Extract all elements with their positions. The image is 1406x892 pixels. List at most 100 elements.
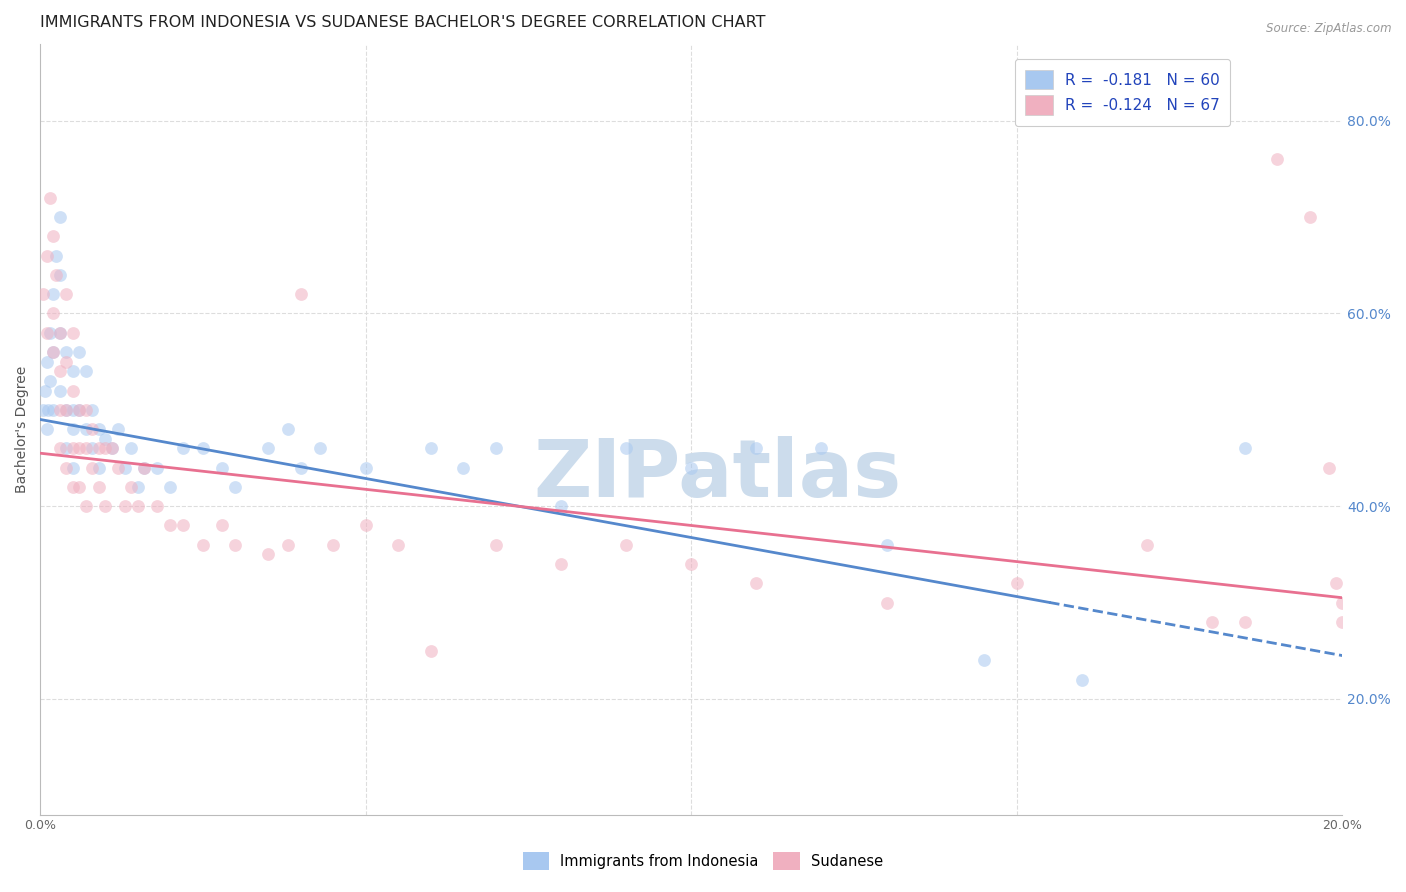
Point	[211, 518, 233, 533]
Point	[354, 518, 377, 533]
Point	[42, 345, 65, 359]
Point	[48, 364, 70, 378]
Point	[810, 442, 832, 456]
Point	[1331, 615, 1354, 629]
Point	[120, 442, 142, 456]
Point	[134, 460, 156, 475]
Point	[48, 402, 70, 417]
Point	[42, 229, 65, 244]
Point	[550, 499, 572, 513]
Point	[42, 287, 65, 301]
Point	[38, 191, 60, 205]
Point	[1324, 576, 1347, 591]
Point	[146, 460, 169, 475]
Point	[107, 422, 129, 436]
Point	[42, 345, 65, 359]
Point	[419, 644, 441, 658]
Point	[134, 460, 156, 475]
Point	[48, 268, 70, 282]
Point	[354, 460, 377, 475]
Point	[876, 596, 898, 610]
Point	[1005, 576, 1028, 591]
Point	[67, 402, 90, 417]
Point	[42, 306, 65, 320]
Point	[55, 402, 77, 417]
Point	[48, 442, 70, 456]
Point	[224, 538, 246, 552]
Point	[114, 499, 136, 513]
Point	[114, 460, 136, 475]
Point	[37, 402, 59, 417]
Point	[35, 326, 58, 340]
Point	[67, 345, 90, 359]
Point	[1136, 538, 1159, 552]
Point	[191, 442, 214, 456]
Point	[62, 364, 84, 378]
Point	[1317, 460, 1340, 475]
Point	[745, 442, 768, 456]
Point	[35, 422, 58, 436]
Point	[172, 518, 194, 533]
Point	[290, 460, 312, 475]
Point	[1233, 615, 1256, 629]
Legend: Immigrants from Indonesia, Sudanese: Immigrants from Indonesia, Sudanese	[517, 847, 889, 876]
Point	[55, 402, 77, 417]
Point	[309, 442, 332, 456]
Point	[55, 345, 77, 359]
Point	[550, 557, 572, 571]
Point	[87, 480, 110, 494]
Point	[290, 287, 312, 301]
Point	[276, 538, 298, 552]
Point	[38, 326, 60, 340]
Point	[1299, 210, 1322, 224]
Point	[34, 384, 56, 398]
Point	[87, 422, 110, 436]
Point	[62, 422, 84, 436]
Point	[257, 547, 280, 561]
Y-axis label: Bachelor's Degree: Bachelor's Degree	[15, 366, 30, 492]
Point	[127, 499, 149, 513]
Point	[67, 442, 90, 456]
Point	[87, 460, 110, 475]
Point	[1265, 153, 1288, 167]
Point	[322, 538, 344, 552]
Point	[32, 287, 55, 301]
Point	[62, 442, 84, 456]
Point	[745, 576, 768, 591]
Point	[614, 538, 637, 552]
Point	[35, 249, 58, 263]
Point	[67, 402, 90, 417]
Text: ZIPatlas: ZIPatlas	[533, 436, 901, 515]
Point	[75, 499, 97, 513]
Point	[38, 374, 60, 388]
Point	[55, 442, 77, 456]
Point	[48, 384, 70, 398]
Point	[75, 442, 97, 456]
Point	[62, 402, 84, 417]
Point	[146, 499, 169, 513]
Point	[67, 480, 90, 494]
Point	[681, 557, 703, 571]
Point	[45, 249, 67, 263]
Point	[485, 442, 508, 456]
Point	[42, 402, 65, 417]
Point	[62, 460, 84, 475]
Point	[62, 480, 84, 494]
Point	[45, 268, 67, 282]
Point	[211, 460, 233, 475]
Point	[62, 384, 84, 398]
Text: IMMIGRANTS FROM INDONESIA VS SUDANESE BACHELOR'S DEGREE CORRELATION CHART: IMMIGRANTS FROM INDONESIA VS SUDANESE BA…	[41, 15, 766, 30]
Point	[48, 326, 70, 340]
Point	[453, 460, 475, 475]
Point	[35, 354, 58, 368]
Point	[94, 499, 117, 513]
Point	[419, 442, 441, 456]
Point	[973, 653, 995, 667]
Point	[62, 326, 84, 340]
Point	[120, 480, 142, 494]
Point	[257, 442, 280, 456]
Point	[55, 354, 77, 368]
Point	[1331, 596, 1354, 610]
Point	[1201, 615, 1223, 629]
Point	[107, 460, 129, 475]
